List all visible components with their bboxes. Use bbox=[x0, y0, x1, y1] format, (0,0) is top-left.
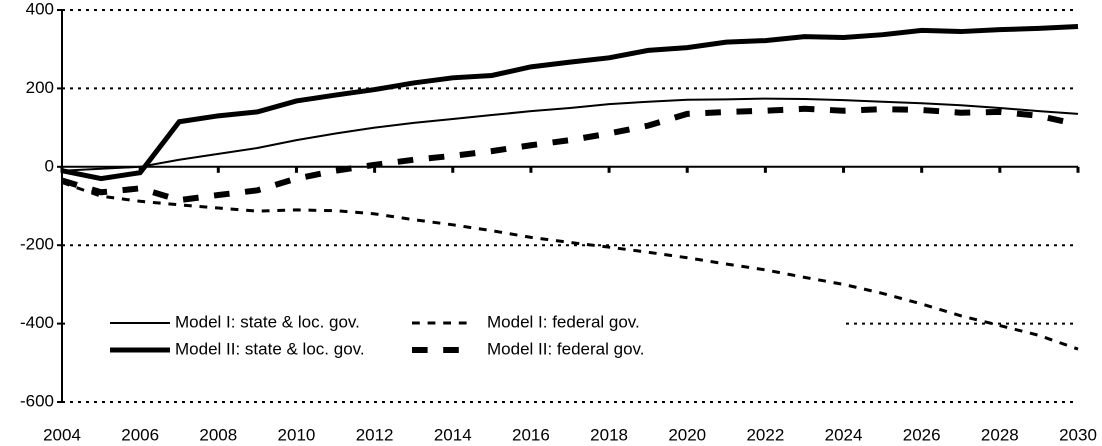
x-tick-label: 2018 bbox=[590, 425, 628, 444]
legend-label: Model I: state & loc. gov. bbox=[175, 312, 360, 331]
series-line bbox=[61, 97, 1079, 172]
x-tick-label: 2016 bbox=[512, 425, 550, 444]
legend-label: Model II: state & loc. gov. bbox=[175, 339, 365, 358]
legend-box bbox=[65, 300, 845, 368]
x-tick-label: 2024 bbox=[825, 425, 863, 444]
x-tick-label: 2028 bbox=[981, 425, 1019, 444]
y-tick-label: -200 bbox=[20, 235, 54, 254]
x-tick-label: 2010 bbox=[278, 425, 316, 444]
x-tick-label: 2012 bbox=[356, 425, 394, 444]
series-line bbox=[61, 23, 1079, 182]
x-tick-label: 2004 bbox=[43, 425, 81, 444]
y-tick-label: 200 bbox=[26, 78, 54, 97]
x-tick-label: 2020 bbox=[668, 425, 706, 444]
y-tick-label: 0 bbox=[45, 156, 54, 175]
legend-label: Model II: federal gov. bbox=[487, 339, 645, 358]
y-tick-label: 400 bbox=[26, 0, 54, 18]
x-tick-label: 2006 bbox=[121, 425, 159, 444]
x-tick-label: 2014 bbox=[434, 425, 472, 444]
y-tick-label: -400 bbox=[20, 313, 54, 332]
x-tick-label: 2026 bbox=[903, 425, 941, 444]
x-tick-label: 2030 bbox=[1059, 425, 1097, 444]
legend-label: Model I: federal gov. bbox=[487, 312, 640, 331]
y-tick-label: -600 bbox=[20, 391, 54, 410]
series-line bbox=[61, 181, 1079, 351]
x-tick-label: 2022 bbox=[746, 425, 784, 444]
x-tick-label: 2008 bbox=[199, 425, 237, 444]
